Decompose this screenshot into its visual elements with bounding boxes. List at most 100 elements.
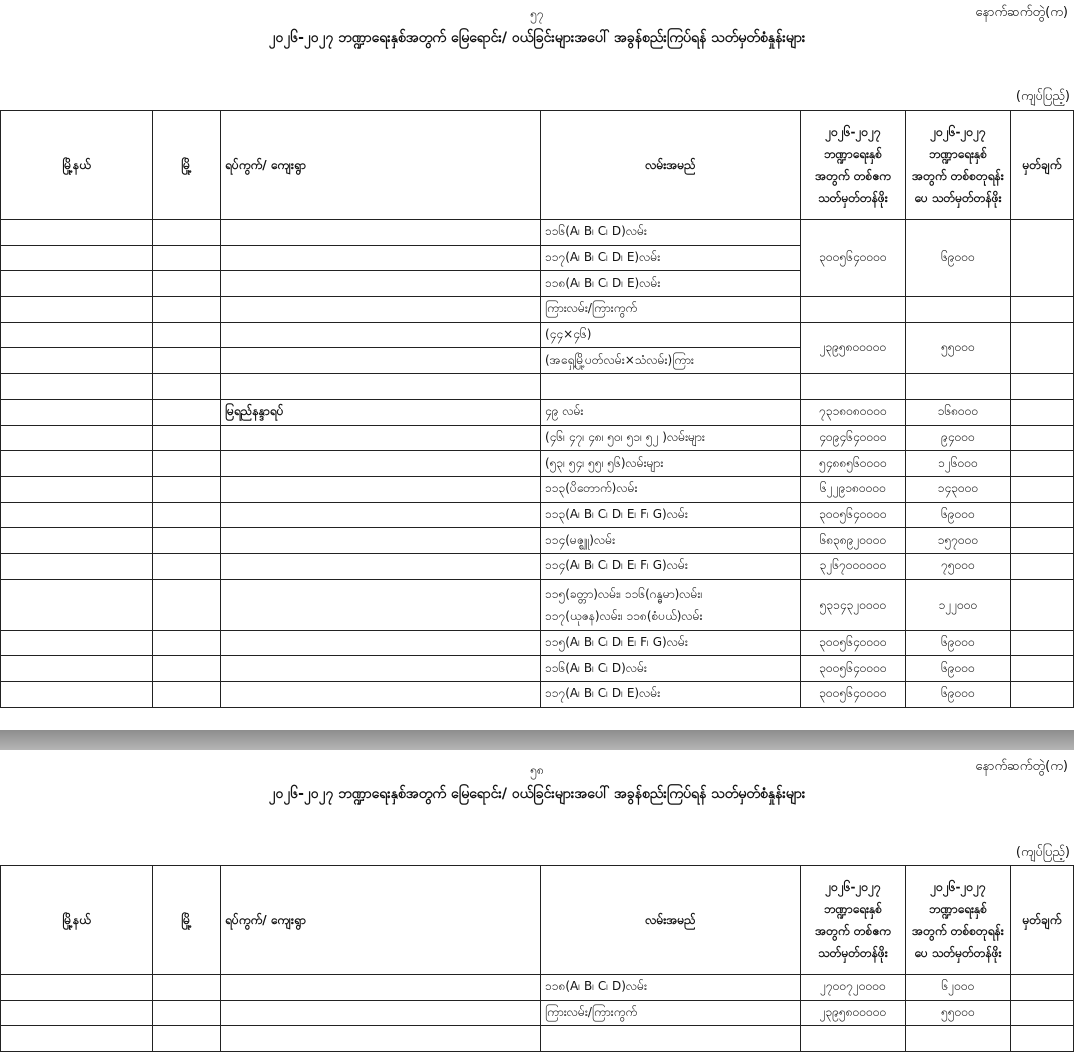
street-name: ၁၁၆(A၊ B၊ C၊ D)လမ်း — [545, 660, 647, 675]
table-row: မြရည်နန္ဒာရပ် ၄၉ လမ်း ၇၃၁၈၀၈၀၀၀၀ ၁၆၈၀၀၀ — [0, 398, 1074, 426]
sqft-value-cell: ၅၅၀၀၀ — [905, 999, 1011, 1027]
street-name-cell: ကြားလမ်း/ကြားကွက် — [540, 999, 801, 1027]
column-header: ရပ်ကွက်/ ကျေးရွာ — [220, 110, 541, 220]
town-cell — [152, 321, 221, 349]
remarks-cell — [1010, 321, 1074, 375]
acre-value-cell: ၃၀၀၅၆၄၀၀၀၀ — [800, 629, 906, 657]
ward-cell — [220, 552, 541, 580]
table-row: (၄၆၊ ၄၇၊ ၄၈၊ ၅၀၊ ၅၁၊ ၅၂ )လမ်းများ ၄၀၉၄၆၄၀… — [0, 424, 1074, 452]
sqft-value-cell — [905, 296, 1011, 323]
street-name: (အရှေ့မြို့ပတ်လမ်း×သံလမ်း)ကြား — [545, 352, 694, 367]
street-name: ၁၁၇(ယုဇန)လမ်း၊ ၁၁၈(စံပယ်)လမ်း — [545, 608, 703, 623]
town-cell — [152, 974, 221, 1001]
sqft-value-cell: ၆၂၀၀၀ — [905, 974, 1011, 1001]
town-cell — [152, 999, 221, 1027]
sqft-value-cell — [905, 373, 1011, 400]
street-name-cell: ၁၁၇(A၊ B၊ C၊ D၊ E)လမ်း — [540, 681, 801, 708]
ward-cell — [220, 373, 541, 400]
town-cell — [152, 655, 221, 682]
ward-cell — [220, 578, 541, 631]
remarks-cell — [1010, 1025, 1074, 1053]
column-header: ၂၀၂၆-၂၀၂၇ ဘဏ္ဍာရေးနှစ် အတွက် တစ်ဧက သတ်မှ… — [800, 110, 906, 220]
street-name: (၅၃၊ ၅၄၊ ၅၅၊ ၅၆)လမ်းများ — [545, 455, 664, 470]
ward-cell — [220, 296, 541, 323]
remarks-cell — [1010, 655, 1074, 682]
ward-cell — [220, 681, 541, 708]
township-cell — [0, 527, 153, 554]
township-cell — [0, 424, 153, 452]
remarks-cell — [1010, 296, 1074, 323]
township-cell — [0, 501, 153, 529]
acre-value-cell — [800, 373, 906, 400]
township-cell — [0, 475, 153, 503]
document-title: ၂၀၂၆-၂၀၂၇ ဘဏ္ဍာရေးနှစ်အတွက် မြေရောင်း/ ဝ… — [268, 786, 806, 802]
table-row: ၁၁၄(A၊ B၊ C၊ D၊ E၊ F၊ G)လမ်း ၃၂၆၇၀၀၀၀၀၀ ၇၅… — [0, 552, 1074, 580]
street-name-cell: ကြားလမ်း/ကြားကွက် — [540, 296, 801, 323]
remarks-cell — [1010, 450, 1074, 477]
column-header: လမ်းအမည် — [540, 865, 801, 975]
street-name-cell: ၄၉ လမ်း — [540, 398, 801, 426]
street-name-cell: ၁၁၄(A၊ B၊ C၊ D၊ E၊ F၊ G)လမ်း — [540, 552, 801, 580]
column-header: ၂၀၂၆-၂၀၂၇ ဘဏ္ဍာရေးနှစ် အတွက် တစ်စတုရန်းပ… — [905, 110, 1011, 220]
street-name: ၁၁၇(A၊ B၊ C၊ D၊ E)လမ်း — [545, 250, 661, 265]
ward-cell — [220, 501, 541, 529]
township-cell — [0, 373, 153, 400]
remarks-cell — [1010, 475, 1074, 503]
valuation-table: မြို့နယ် မြို့ ရပ်ကွက်/ ကျေးရွာ လမ်းအမည် ၂၀၂… — [0, 865, 1074, 1053]
remarks-cell — [1010, 398, 1074, 426]
town-cell — [152, 296, 221, 323]
street-name: (၄၄×၄၆) — [545, 327, 592, 342]
unit-label: (ကျပ်ပြည့်) — [1015, 89, 1070, 104]
table-row: ကြားလမ်း/ကြားကွက် — [0, 296, 1074, 323]
town-cell — [152, 424, 221, 452]
table-row: ကြားလမ်း/ကြားကွက် ၂၃၉၅၈၀၀၀၀၀ ၅၅၀၀၀ — [0, 999, 1074, 1027]
ward-cell — [220, 629, 541, 657]
annex-label: နောက်ဆက်တွဲ(က) — [975, 759, 1068, 774]
township-cell — [0, 999, 153, 1027]
remarks-cell — [1010, 424, 1074, 452]
township-cell — [0, 321, 153, 349]
township-cell — [0, 450, 153, 477]
street-name: ၁၁၄(မဇ္ဈူ)လမ်း — [545, 532, 616, 547]
table-row: ၁၁၈(A၊ B၊ C၊ D၊ E)လမ်း — [0, 270, 1074, 298]
page-number: ၅၈ — [530, 763, 544, 777]
sqft-value-cell — [905, 1025, 1011, 1053]
column-header: မှတ်ချက် — [1010, 865, 1074, 975]
table-row: (၅၃၊ ၅၄၊ ၅၅၊ ၅၆)လမ်းများ ၅၄၈၈၅၆၀၀၀၀ ၁၂၆၀၀၀ — [0, 450, 1074, 477]
town-cell — [152, 347, 221, 375]
town-cell — [152, 270, 221, 298]
remarks-cell — [1010, 373, 1074, 400]
town-cell — [152, 1025, 221, 1053]
town-cell — [152, 475, 221, 503]
street-name-cell: ၁၁၇(A၊ B၊ C၊ D၊ E)လမ်း — [540, 244, 801, 272]
document-title: ၂၀၂၆-၂၀၂၇ ဘဏ္ဍာရေးနှစ်အတွက် မြေရောင်း/ ဝ… — [268, 30, 806, 46]
street-name: ၁၁၈(A၊ B၊ C၊ D၊ E)လမ်း — [545, 275, 661, 290]
remarks-cell — [1010, 681, 1074, 708]
sqft-value-cell: ၆၉၀၀၀ — [905, 218, 1011, 298]
table-row: ၁၁၅(ခတ္တာ)လမ်း၊ ၁၁၆(ဂန္ဓမာ)လမ်း၊ ၁၁၇(ယုဇန… — [0, 578, 1074, 631]
ward-cell — [220, 999, 541, 1027]
sqft-value-cell: ၆၉၀၀၀ — [905, 629, 1011, 657]
remarks-cell — [1010, 552, 1074, 580]
street-name-cell — [540, 373, 801, 400]
acre-value-cell: ၅၃၁၄၃၂၀၀၀၀ — [800, 578, 906, 631]
ward-cell — [220, 527, 541, 554]
header-row: မြို့နယ် မြို့ ရပ်ကွက်/ ကျေးရွာ လမ်းအမည် ၂၀၂… — [0, 865, 1074, 975]
remarks-cell — [1010, 501, 1074, 529]
remarks-cell — [1010, 527, 1074, 554]
table-row: ၁၁၆(A၊ B၊ C၊ D)လမ်း ၃၀၀၅၆၄၀၀၀၀ ၆၉၀၀၀ — [0, 218, 1074, 298]
town-cell — [152, 578, 221, 631]
street-name-cell: (၅၃၊ ၅၄၊ ၅၅၊ ၅၆)လမ်းများ — [540, 450, 801, 477]
town-cell — [152, 373, 221, 400]
street-name: ၄၉ လမ်း — [545, 404, 584, 419]
column-header: လမ်းအမည် — [540, 110, 801, 220]
sqft-value-cell: ၆၉၀၀၀ — [905, 681, 1011, 708]
township-cell — [0, 219, 153, 246]
ward-cell — [220, 424, 541, 452]
sqft-value-cell: ၁၂၂၀၀၀ — [905, 578, 1011, 631]
table-row: ၁၁၆(A၊ B၊ C၊ D)လမ်း ၃၀၀၅၆၄၀၀၀၀ ၆၉၀၀၀ — [0, 655, 1074, 682]
acre-value-cell: ၄၀၉၄၆၄၀၀၀၀ — [800, 424, 906, 452]
valuation-table: မြို့နယ် မြို့ ရပ်ကွက်/ ကျေးရွာ လမ်းအမည် ၂၀၂… — [0, 110, 1074, 708]
ward-cell — [220, 655, 541, 682]
column-header: ရပ်ကွက်/ ကျေးရွာ — [220, 865, 541, 975]
